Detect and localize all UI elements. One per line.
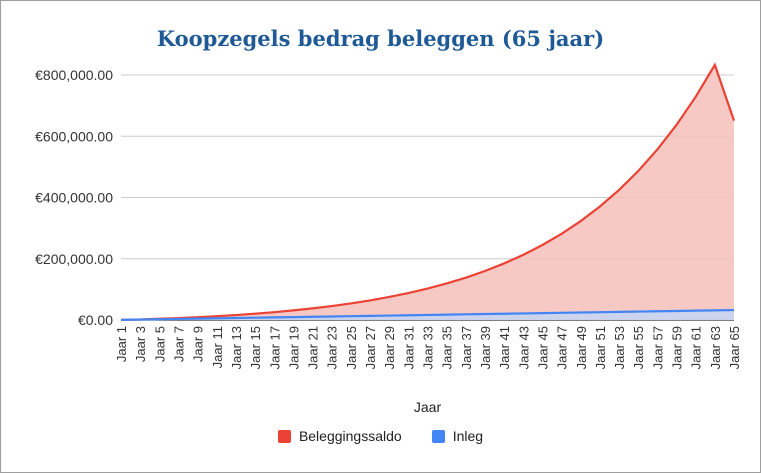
x-tick-label: Jaar 47 (555, 326, 570, 369)
x-tick-label: Jaar 29 (382, 326, 397, 369)
x-tick-label: Jaar 21 (306, 326, 321, 369)
x-tick-label: Jaar 15 (248, 326, 263, 369)
legend-label: Inleg (452, 428, 484, 444)
legend-item-inleg[interactable]: Inleg (431, 428, 484, 444)
x-tick-labels: Jaar 1 Jaar 3 Jaar 5 Jaar 7 Jaar 9 Jaar 11 Jaa… (114, 326, 742, 369)
x-tick-label: Jaar 53 (612, 326, 627, 369)
x-tick-label: Jaar 45 (535, 326, 550, 369)
x-tick-label: Jaar 57 (650, 326, 665, 369)
x-tick-label: Jaar 19 (286, 326, 301, 369)
legend-label: Beleggingssaldo (298, 428, 402, 444)
x-tick-label: Jaar 11 (210, 326, 225, 368)
x-tick-label: Jaar 13 (229, 326, 244, 369)
x-tick-label: Jaar 55 (631, 326, 646, 369)
x-tick-label: Jaar 41 (497, 326, 512, 369)
chart-title: Koopzegels bedrag beleggen (65 jaar) (156, 26, 605, 51)
series-area-0 (121, 64, 734, 320)
x-tick-label: Jaar 39 (478, 326, 493, 369)
x-tick-label: Jaar 23 (325, 326, 340, 369)
y-tick-label: €400,000.00 (35, 190, 113, 206)
x-tick-label: Jaar 63 (708, 326, 723, 369)
x-tick-label: Jaar 35 (440, 326, 455, 369)
x-tick-label: Jaar 37 (459, 326, 474, 369)
x-tick-label: Jaar 65 (727, 326, 742, 369)
legend: Beleggingssaldo Inleg (0, 428, 761, 444)
x-tick-label: Jaar 25 (344, 326, 359, 369)
x-axis-label: Jaar (414, 399, 442, 415)
x-tick-label: Jaar 31 (401, 326, 416, 369)
x-tick-label: Jaar 43 (516, 326, 531, 369)
x-tick-label: Jaar 17 (267, 326, 282, 369)
y-tick-label: €600,000.00 (35, 128, 113, 144)
x-tick-label: Jaar 5 (152, 326, 167, 362)
series-areas (120, 62, 736, 321)
x-tick-label: Jaar 1 (114, 326, 129, 362)
y-tick-label: €0.00 (78, 312, 113, 328)
legend-swatch-blue (431, 429, 445, 443)
x-tick-label: Jaar 9 (191, 326, 206, 362)
x-tick-label: Jaar 61 (689, 326, 704, 369)
x-tick-label: Jaar 33 (421, 326, 436, 369)
x-tick-label: Jaar 27 (363, 326, 378, 369)
legend-swatch-red (277, 429, 291, 443)
legend-item-beleggingssaldo[interactable]: Beleggingssaldo (277, 428, 402, 444)
y-tick-label: €800,000.00 (35, 67, 113, 83)
x-tick-label: Jaar 59 (670, 326, 685, 369)
x-tick-label: Jaar 3 (133, 326, 148, 362)
x-tick-label: Jaar 49 (574, 326, 589, 369)
y-tick-label: €200,000.00 (35, 251, 113, 267)
x-tick-label: Jaar 51 (593, 326, 608, 369)
x-tick-label: Jaar 7 (171, 326, 186, 362)
y-tick-labels: €0.00 €200,000.00 €400,000.00 €600,000.00 €8… (35, 67, 113, 328)
